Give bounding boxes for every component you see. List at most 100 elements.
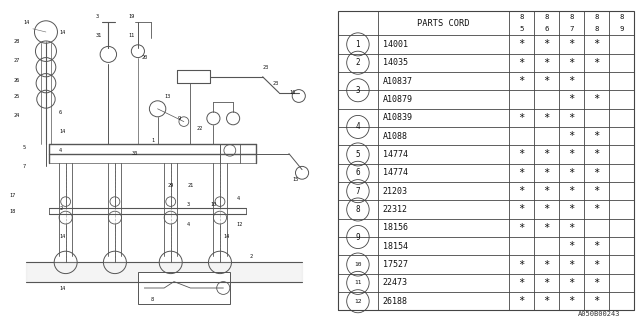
Text: 19: 19	[128, 13, 134, 19]
Text: 5: 5	[23, 145, 26, 150]
Text: 3: 3	[95, 13, 99, 19]
Bar	[138, 272, 230, 304]
Text: *: *	[593, 168, 600, 178]
Text: 1: 1	[356, 40, 360, 49]
Text: 4: 4	[356, 123, 360, 132]
Text: *: *	[543, 76, 550, 86]
Text: 21203: 21203	[383, 187, 408, 196]
Text: *: *	[543, 186, 550, 196]
Text: *: *	[518, 278, 525, 288]
Text: 24: 24	[13, 113, 19, 118]
Text: *: *	[568, 76, 575, 86]
Text: *: *	[518, 260, 525, 269]
Text: 5: 5	[356, 150, 360, 159]
Text: *: *	[593, 58, 600, 68]
Text: PARTS CORD: PARTS CORD	[417, 19, 470, 28]
Text: *: *	[518, 296, 525, 306]
Text: 18: 18	[10, 209, 16, 214]
Text: *: *	[568, 278, 575, 288]
Text: 12: 12	[236, 221, 243, 227]
Text: *: *	[568, 94, 575, 104]
Text: *: *	[543, 223, 550, 233]
Text: 9: 9	[619, 26, 623, 32]
Text: 26188: 26188	[383, 297, 408, 306]
Text: *: *	[518, 58, 525, 68]
Text: 14774: 14774	[383, 168, 408, 177]
Text: *: *	[518, 76, 525, 86]
Text: 8: 8	[619, 14, 623, 20]
Text: *: *	[518, 149, 525, 159]
Text: 18154: 18154	[383, 242, 408, 251]
Text: A1088: A1088	[383, 132, 408, 140]
Text: 14: 14	[59, 234, 65, 239]
Text: *: *	[568, 260, 575, 269]
Text: *: *	[543, 260, 550, 269]
Text: 8: 8	[356, 205, 360, 214]
Text: 7: 7	[356, 187, 360, 196]
Text: A10879: A10879	[383, 95, 413, 104]
Text: 15: 15	[292, 177, 298, 182]
Text: *: *	[593, 94, 600, 104]
Text: A050B00243: A050B00243	[579, 311, 621, 317]
Text: *: *	[518, 223, 525, 233]
Text: 4: 4	[187, 221, 190, 227]
Text: 23: 23	[262, 65, 269, 70]
Text: *: *	[593, 241, 600, 251]
Text: 1: 1	[151, 138, 154, 143]
Text: *: *	[568, 241, 575, 251]
Text: 12: 12	[354, 299, 362, 304]
Text: 22473: 22473	[383, 278, 408, 287]
Text: 14: 14	[59, 129, 65, 134]
Text: 8: 8	[594, 26, 598, 32]
Text: 18156: 18156	[383, 223, 408, 232]
Text: 17: 17	[10, 193, 16, 198]
Text: *: *	[593, 260, 600, 269]
Text: *: *	[593, 131, 600, 141]
Text: *: *	[568, 39, 575, 49]
Text: 8: 8	[594, 14, 598, 20]
Text: *: *	[543, 168, 550, 178]
Text: *: *	[593, 296, 600, 306]
Text: *: *	[543, 58, 550, 68]
Text: 14001: 14001	[383, 40, 408, 49]
Text: 8: 8	[520, 14, 524, 20]
Text: *: *	[543, 204, 550, 214]
Text: 17527: 17527	[383, 260, 408, 269]
Text: *: *	[518, 186, 525, 196]
Text: *: *	[593, 39, 600, 49]
Text: 14: 14	[59, 29, 65, 35]
Text: *: *	[518, 204, 525, 214]
Text: 30: 30	[131, 151, 138, 156]
Text: *: *	[543, 278, 550, 288]
Text: 2: 2	[356, 58, 360, 67]
Text: 26: 26	[13, 77, 19, 83]
Text: 2: 2	[250, 253, 253, 259]
Text: *: *	[568, 58, 575, 68]
Text: 10: 10	[210, 202, 216, 207]
Text: *: *	[568, 131, 575, 141]
Text: 2: 2	[59, 205, 62, 211]
Text: *: *	[568, 149, 575, 159]
Text: 11: 11	[354, 280, 362, 285]
Text: 3: 3	[187, 202, 190, 207]
Text: 7: 7	[569, 26, 573, 32]
Text: 29: 29	[168, 183, 173, 188]
Text: A10839: A10839	[383, 113, 413, 122]
Text: 9: 9	[356, 233, 360, 242]
Text: 14774: 14774	[383, 150, 408, 159]
Text: *: *	[568, 168, 575, 178]
Text: 16: 16	[289, 90, 295, 95]
Text: 4: 4	[236, 196, 239, 201]
Text: A10837: A10837	[383, 76, 413, 85]
Text: 25: 25	[13, 93, 19, 99]
Text: *: *	[568, 223, 575, 233]
Text: 14: 14	[23, 20, 29, 25]
Text: 22312: 22312	[383, 205, 408, 214]
Text: 11: 11	[128, 33, 134, 38]
Text: 8: 8	[544, 14, 548, 20]
Text: 27: 27	[13, 58, 19, 63]
Text: *: *	[568, 296, 575, 306]
Text: 5: 5	[520, 26, 524, 32]
Text: 23: 23	[273, 81, 279, 86]
Text: *: *	[543, 39, 550, 49]
